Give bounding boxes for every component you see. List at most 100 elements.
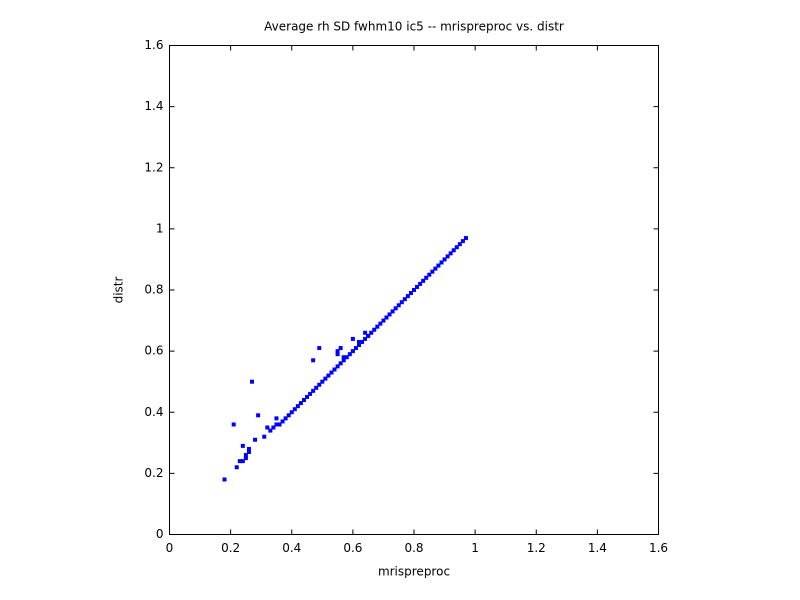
scatter-point [243, 456, 248, 461]
scatter-point [399, 300, 404, 305]
x-tick-label: 1.2 [527, 541, 546, 555]
scatter-point [412, 288, 416, 292]
scatter-point [256, 413, 261, 418]
scatter-point [222, 477, 227, 482]
scatter-point [237, 459, 242, 464]
scatter-point [338, 346, 343, 351]
scatter-point [253, 437, 258, 442]
scatter-point [274, 422, 279, 427]
scatter-point [314, 385, 319, 390]
x-tick-label: 0.2 [221, 541, 240, 555]
scatter-point [323, 376, 328, 381]
scatter-point [430, 269, 435, 274]
scatter-point [274, 416, 279, 421]
scatter-point [243, 453, 248, 458]
scatter-point [308, 391, 313, 396]
scatter-point [286, 413, 291, 418]
scatter-point [246, 446, 251, 451]
y-tick-label: 1.6 [144, 38, 163, 52]
scatter-point [292, 407, 297, 412]
scatter-point [463, 236, 468, 241]
scatter-point [427, 272, 432, 277]
scatter-point [448, 251, 453, 256]
scatter-point [439, 260, 444, 265]
scatter-point [277, 422, 282, 427]
x-axis-label: mrispreproc [378, 565, 450, 579]
scatter-point [341, 355, 346, 360]
scatter-point [375, 324, 380, 329]
scatter-point [317, 346, 322, 351]
scatter-point [393, 306, 398, 311]
x-tick-label: 1.6 [649, 541, 668, 555]
scatter-point [390, 309, 395, 314]
scatter-point [262, 434, 267, 439]
scatter-point [347, 352, 352, 357]
scatter-point [415, 284, 420, 289]
scatter-point [305, 394, 310, 399]
scatter-point [363, 330, 368, 335]
scatter-point [454, 245, 459, 250]
scatter-point [298, 401, 303, 406]
scatter-point [311, 388, 316, 393]
y-tick-label: 1.4 [144, 99, 163, 113]
scatter-point [335, 364, 340, 369]
scatter-point [265, 425, 270, 430]
y-tick-label: 0.2 [144, 466, 163, 480]
scatter-point [384, 315, 389, 320]
scatter-point [234, 465, 239, 470]
y-tick-label: 0.4 [144, 405, 163, 419]
y-tick-label: 0 [156, 527, 164, 541]
scatter-point [280, 419, 285, 424]
scatter-point [356, 343, 361, 348]
scatter-point [283, 416, 288, 421]
scatter-point [378, 321, 383, 326]
scatter-point [353, 346, 358, 351]
scatter-point [301, 398, 306, 403]
scatter-point [405, 294, 410, 299]
x-tick-label: 1 [471, 541, 479, 555]
scatter-point [289, 410, 294, 415]
scatter-point [317, 382, 322, 387]
scatter-point [246, 449, 251, 454]
scatter-point [445, 254, 450, 259]
y-tick-label: 1 [156, 221, 164, 235]
scatter-point [295, 404, 300, 409]
x-tick-label: 0 [166, 541, 174, 555]
scatter-point [396, 303, 401, 308]
scatter-point [402, 297, 407, 302]
scatter-point [442, 257, 447, 262]
scatter-point [387, 312, 392, 317]
scatter-point [408, 291, 413, 296]
chart-title: Average rh SD fwhm10 ic5 -- mrispreproc … [264, 20, 564, 34]
y-axis-label: distr [112, 277, 126, 304]
x-tick-label: 1.4 [588, 541, 607, 555]
x-tick-label: 0.4 [282, 541, 301, 555]
scatter-point [240, 459, 245, 464]
scatter-point [363, 336, 368, 341]
scatter-point [329, 370, 334, 375]
scatter-point [366, 333, 371, 338]
scatter-point [311, 358, 316, 363]
scatter-point [240, 443, 245, 448]
scatter-point [424, 275, 429, 280]
scatter-point [356, 339, 361, 344]
scatter-point [250, 379, 255, 384]
x-tick-label: 0.6 [343, 541, 362, 555]
scatter-point [460, 239, 465, 244]
y-tick-label: 0.6 [144, 344, 163, 358]
scatter-point [320, 379, 325, 384]
scatter-point [332, 367, 337, 372]
scatter-point [433, 266, 438, 271]
x-tick-label: 0.8 [404, 541, 423, 555]
scatter-point [268, 428, 273, 433]
scatter-point [335, 349, 340, 354]
scatter-point [271, 425, 276, 430]
scatter-point [457, 242, 462, 247]
scatter-point [418, 281, 423, 286]
y-tick-label: 1.2 [144, 160, 163, 174]
scatter-point [350, 336, 355, 341]
scatter-point [451, 248, 456, 253]
scatter-point [372, 327, 377, 332]
